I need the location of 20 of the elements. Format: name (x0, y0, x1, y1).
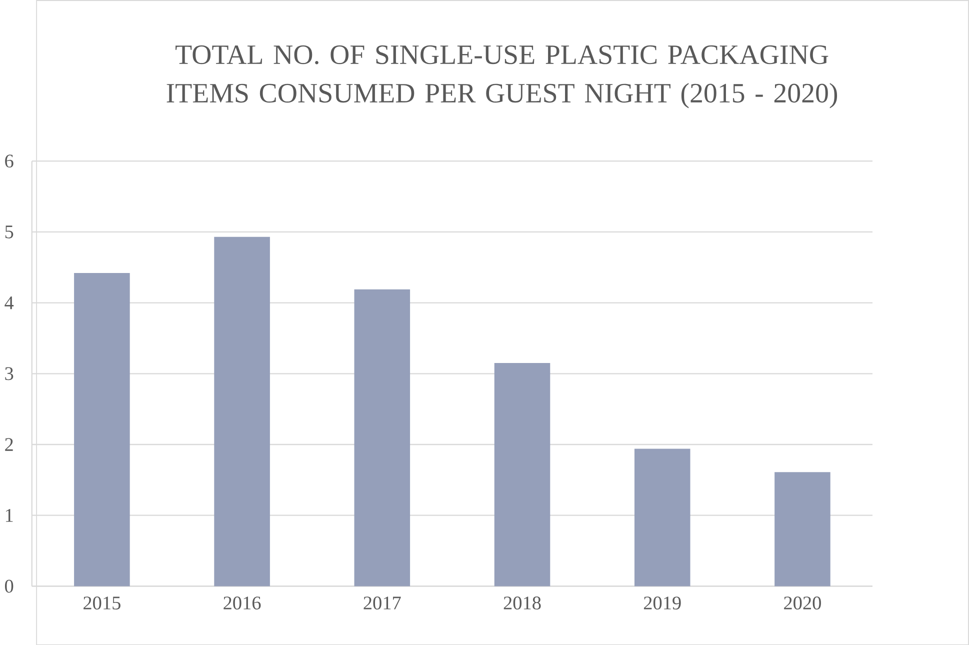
x-tick-label: 2016 (224, 596, 261, 610)
x-tick-label: 2020 (784, 596, 821, 610)
y-tick-label: 6 (5, 154, 14, 168)
y-tick-label: 5 (5, 225, 14, 238)
bar (74, 272, 130, 586)
y-tick-label: 0 (5, 580, 14, 593)
x-tick-label: 2015 (84, 596, 120, 610)
x-tick-label: 2017 (364, 596, 401, 610)
bar (214, 236, 270, 586)
bar (354, 289, 410, 586)
y-tick-label: 3 (5, 367, 14, 380)
chart-title: TOTAL NO. OF SINGLE-USE PLASTIC PACKAGING ITEMS CONSUMED PER GUEST NIGHT (2015 - 2020) (166, 45, 838, 108)
x-tick-label: 2019 (644, 596, 681, 610)
bar (494, 362, 550, 586)
y-tick-label: 1 (6, 508, 13, 522)
y-tick-label: 4 (4, 296, 14, 309)
x-tick-label: 2018 (504, 596, 541, 610)
y-tick-label: 2 (5, 438, 13, 451)
bar (774, 472, 830, 586)
bar (634, 448, 690, 586)
